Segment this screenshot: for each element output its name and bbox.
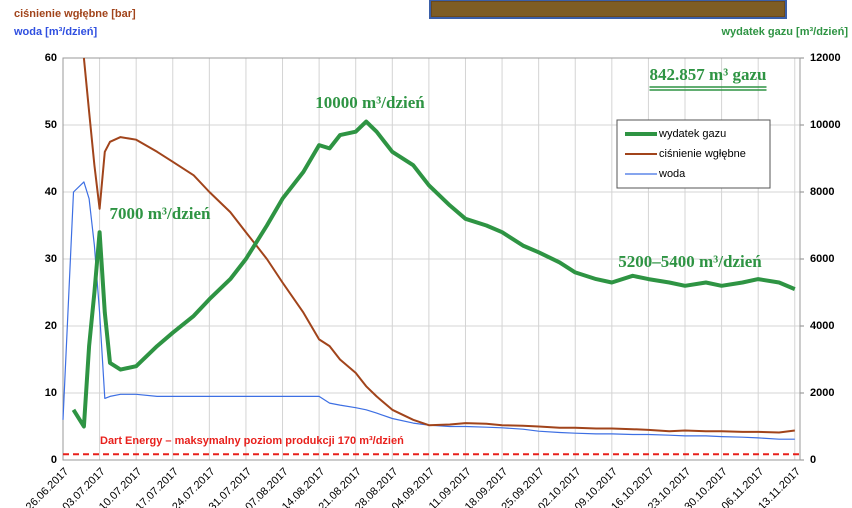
annotation: 10000 m³/dzień	[315, 93, 425, 112]
y-title: ciśnienie wgłębne [bar]	[14, 8, 136, 20]
y2-title: wydatek gazu [m³/dzień]	[720, 26, 848, 38]
reference-label: Dart Energy – maksymalny poziom produkcj…	[100, 435, 404, 447]
y-tick-label: 30	[45, 253, 57, 265]
series-line	[84, 58, 795, 433]
y2-tick-label: 4000	[810, 320, 834, 332]
legend-label: woda	[658, 168, 686, 180]
y2-tick-label: 2000	[810, 387, 834, 399]
y2-tick-label: 8000	[810, 186, 834, 198]
y-tick-label: 20	[45, 320, 57, 332]
legend-label: wydatek gazu	[658, 128, 726, 140]
y2-tick-label: 0	[810, 454, 816, 466]
chart: ciśnienie wgłębne [bar] woda [m³/dzień] …	[0, 0, 852, 508]
y2-tick-label: 10000	[810, 119, 841, 131]
annotation: 5200–5400 m³/dzień	[618, 252, 762, 271]
annotation: 7000 m³/dzień	[110, 204, 211, 223]
y2-tick-label: 12000	[810, 52, 841, 64]
legend-label: ciśnienie wgłębne	[659, 148, 746, 160]
y-title-2: woda [m³/dzień]	[13, 26, 97, 38]
annotation: 842.857 m³ gazu	[649, 65, 766, 84]
photo-fill	[432, 2, 784, 16]
y-tick-label: 0	[51, 454, 57, 466]
y-tick-label: 50	[45, 119, 57, 131]
y-tick-label: 60	[45, 52, 57, 64]
y2-tick-label: 6000	[810, 253, 834, 265]
y-tick-label: 40	[45, 186, 57, 198]
y-tick-label: 10	[45, 387, 57, 399]
